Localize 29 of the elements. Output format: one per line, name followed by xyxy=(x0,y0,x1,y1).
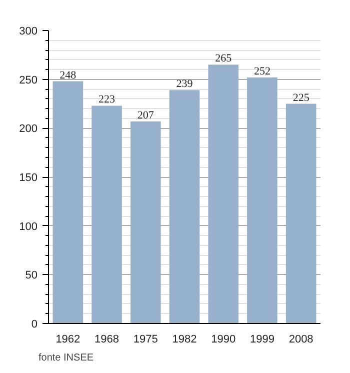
y-tick-label: 50 xyxy=(25,270,38,282)
data-label: 265 xyxy=(215,52,232,65)
bar xyxy=(52,81,84,324)
x-tick-label: 2008 xyxy=(288,334,314,346)
x-tick-label: 1982 xyxy=(172,334,197,346)
data-label: 225 xyxy=(292,92,310,104)
x-tick-label: 1975 xyxy=(133,334,158,346)
source-note: fonte INSEE xyxy=(38,352,94,364)
y-tick-label: 200 xyxy=(19,123,38,136)
x-tick-label: 1999 xyxy=(250,334,274,346)
bar xyxy=(92,106,122,324)
bar xyxy=(247,77,278,324)
data-label: 223 xyxy=(98,94,116,106)
y-tick-label: 100 xyxy=(19,220,38,233)
y-tick-label: 0 xyxy=(31,318,38,330)
bar xyxy=(208,64,239,324)
data-label: 252 xyxy=(254,65,270,78)
bar xyxy=(286,104,316,324)
x-tick-label: 1968 xyxy=(94,334,120,346)
bar xyxy=(169,90,200,324)
bar xyxy=(130,121,161,324)
y-tick-label: 250 xyxy=(19,74,38,86)
y-tick-label: 150 xyxy=(19,172,38,184)
data-label: 207 xyxy=(137,109,154,122)
data-label: 239 xyxy=(176,78,194,90)
x-tick-label: 1990 xyxy=(211,334,236,346)
y-tick-label: 300 xyxy=(19,26,38,38)
x-tick-label: 1962 xyxy=(56,334,80,346)
data-label: 248 xyxy=(60,69,77,82)
